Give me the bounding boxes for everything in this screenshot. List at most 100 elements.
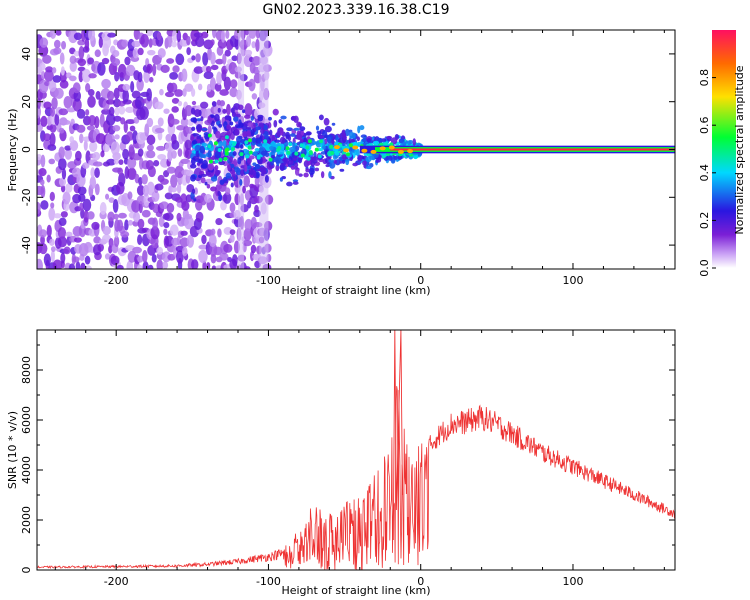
spectrogram-cell [50, 106, 56, 117]
spectrogram-cell [73, 237, 82, 243]
spectrogram-cell [275, 164, 280, 172]
spectrogram-cell [82, 198, 92, 212]
spectrogram-cell [78, 45, 85, 60]
spectrogram-cell [159, 88, 164, 96]
spectrogram-cell [192, 133, 200, 137]
spectrogram-cell [339, 168, 345, 172]
spectrogram-cell [190, 157, 196, 165]
spectrogram-cell [293, 154, 298, 162]
spectrogram-cell [252, 136, 256, 144]
spectrogram-cell [219, 179, 225, 185]
spectrogram-cell [152, 63, 157, 76]
spectrogram-cell [176, 125, 186, 131]
spectrogram-cell [45, 66, 54, 73]
spectrogram-cell [201, 142, 208, 147]
spectrogram-cell [55, 30, 62, 36]
spectrogram-cell [39, 243, 48, 255]
spectrogram-cell [54, 87, 64, 99]
spectrogram-cell [114, 134, 120, 140]
spectrogram-cell [66, 107, 76, 113]
spectrogram-cell [246, 130, 251, 137]
spectrogram-cell [59, 79, 69, 89]
spectrogram-cell [397, 154, 403, 160]
colorbar: 0.0 0.2 0.4 0.6 0.8 Normalized spectral ampl… [698, 30, 746, 277]
spectrogram-cell [114, 106, 120, 116]
spectrogram-cell [176, 30, 182, 43]
spectrogram-cell [261, 170, 267, 174]
spectrogram-cell [219, 252, 229, 261]
spectrogram-cell [244, 30, 249, 36]
spectrogram-cell [76, 108, 86, 119]
spectrogram-cell [175, 53, 185, 66]
spectrogram-blob [213, 141, 218, 146]
spectrogram-cell [94, 167, 100, 179]
spectrogram-cell [200, 138, 204, 143]
spectrogram-cell [60, 66, 65, 76]
spectrogram-cell [169, 224, 179, 236]
spectrogram-cell [324, 125, 332, 133]
spectrogram-cell [176, 212, 182, 222]
spectrogram-cell [98, 36, 104, 49]
spectrogram-cell [202, 52, 209, 66]
spectrogram-cell [244, 49, 253, 56]
spectrogram-cell [73, 32, 83, 41]
spectrogram-cell [286, 127, 293, 132]
spectrogram-cell [159, 201, 169, 210]
spectrogram-cell [184, 104, 193, 117]
spectrogram-cell [215, 58, 224, 65]
spectrogram-cell [58, 217, 67, 226]
spectrogram-cell [260, 150, 268, 156]
spectrogram-blob [383, 142, 388, 147]
spectrogram-cell [166, 202, 175, 214]
spectrogram-cell [146, 181, 155, 196]
spectrogram-cell [60, 184, 66, 193]
spectrogram-marks [37, 30, 675, 269]
carrier-segment [333, 145, 340, 150]
spectrogram-cell [170, 174, 178, 188]
spectrogram-cell [157, 117, 164, 127]
spectrogram-cell [62, 191, 71, 205]
spectrogram-cell [229, 202, 236, 213]
spectrogram-cell [137, 47, 144, 56]
spectrogram-cell [270, 154, 276, 159]
spectrogram-cell [40, 185, 46, 199]
spectrogram-cell [137, 218, 145, 229]
spectrogram-blob [330, 150, 335, 155]
spectrogram-cell [223, 192, 232, 204]
spectrogram-cell [57, 227, 67, 239]
spectrogram-cell [122, 148, 130, 160]
spectrogram-cell [229, 121, 234, 126]
spectrogram-cell [200, 116, 204, 122]
spectrogram-cell [139, 106, 149, 120]
spectrogram-cell [275, 159, 280, 164]
spectrogram-cell [244, 114, 251, 119]
spectrogram-cell [166, 34, 173, 48]
spectrogram-blob [214, 159, 219, 164]
spectrogram-cell [125, 106, 135, 113]
spectrogram-cell [279, 136, 286, 144]
spectrogram-cell [342, 134, 347, 141]
spectrogram-cell [210, 51, 216, 65]
spectrogram-cell [199, 145, 206, 154]
spectrogram-cell [101, 234, 112, 243]
spectrogram-cell [354, 149, 358, 156]
spectrogram-cell [230, 79, 238, 89]
spectrogram-cell [49, 191, 55, 202]
spectrogram-cell [105, 193, 110, 200]
spectrogram-cell [234, 129, 240, 136]
spectrogram-cell [84, 265, 92, 269]
spectrogram-cell [200, 173, 207, 177]
snr-xtick-label: -200 [104, 575, 129, 588]
carrier-segment [343, 148, 350, 153]
spectrogram-cell [113, 87, 120, 100]
spectrogram-blob [232, 142, 237, 147]
spectrogram-cell [408, 139, 413, 145]
spectrogram-blob [306, 156, 311, 161]
snr-ytick-label: 4000 [20, 456, 33, 484]
spectrogram-cell [111, 58, 121, 67]
spectrogram-xtick-label: 0 [417, 274, 424, 287]
spectrogram-blob [300, 153, 305, 158]
spectrogram-cell [87, 89, 95, 97]
spectrogram-cell [46, 174, 51, 183]
spectrogram-cell [80, 262, 86, 269]
